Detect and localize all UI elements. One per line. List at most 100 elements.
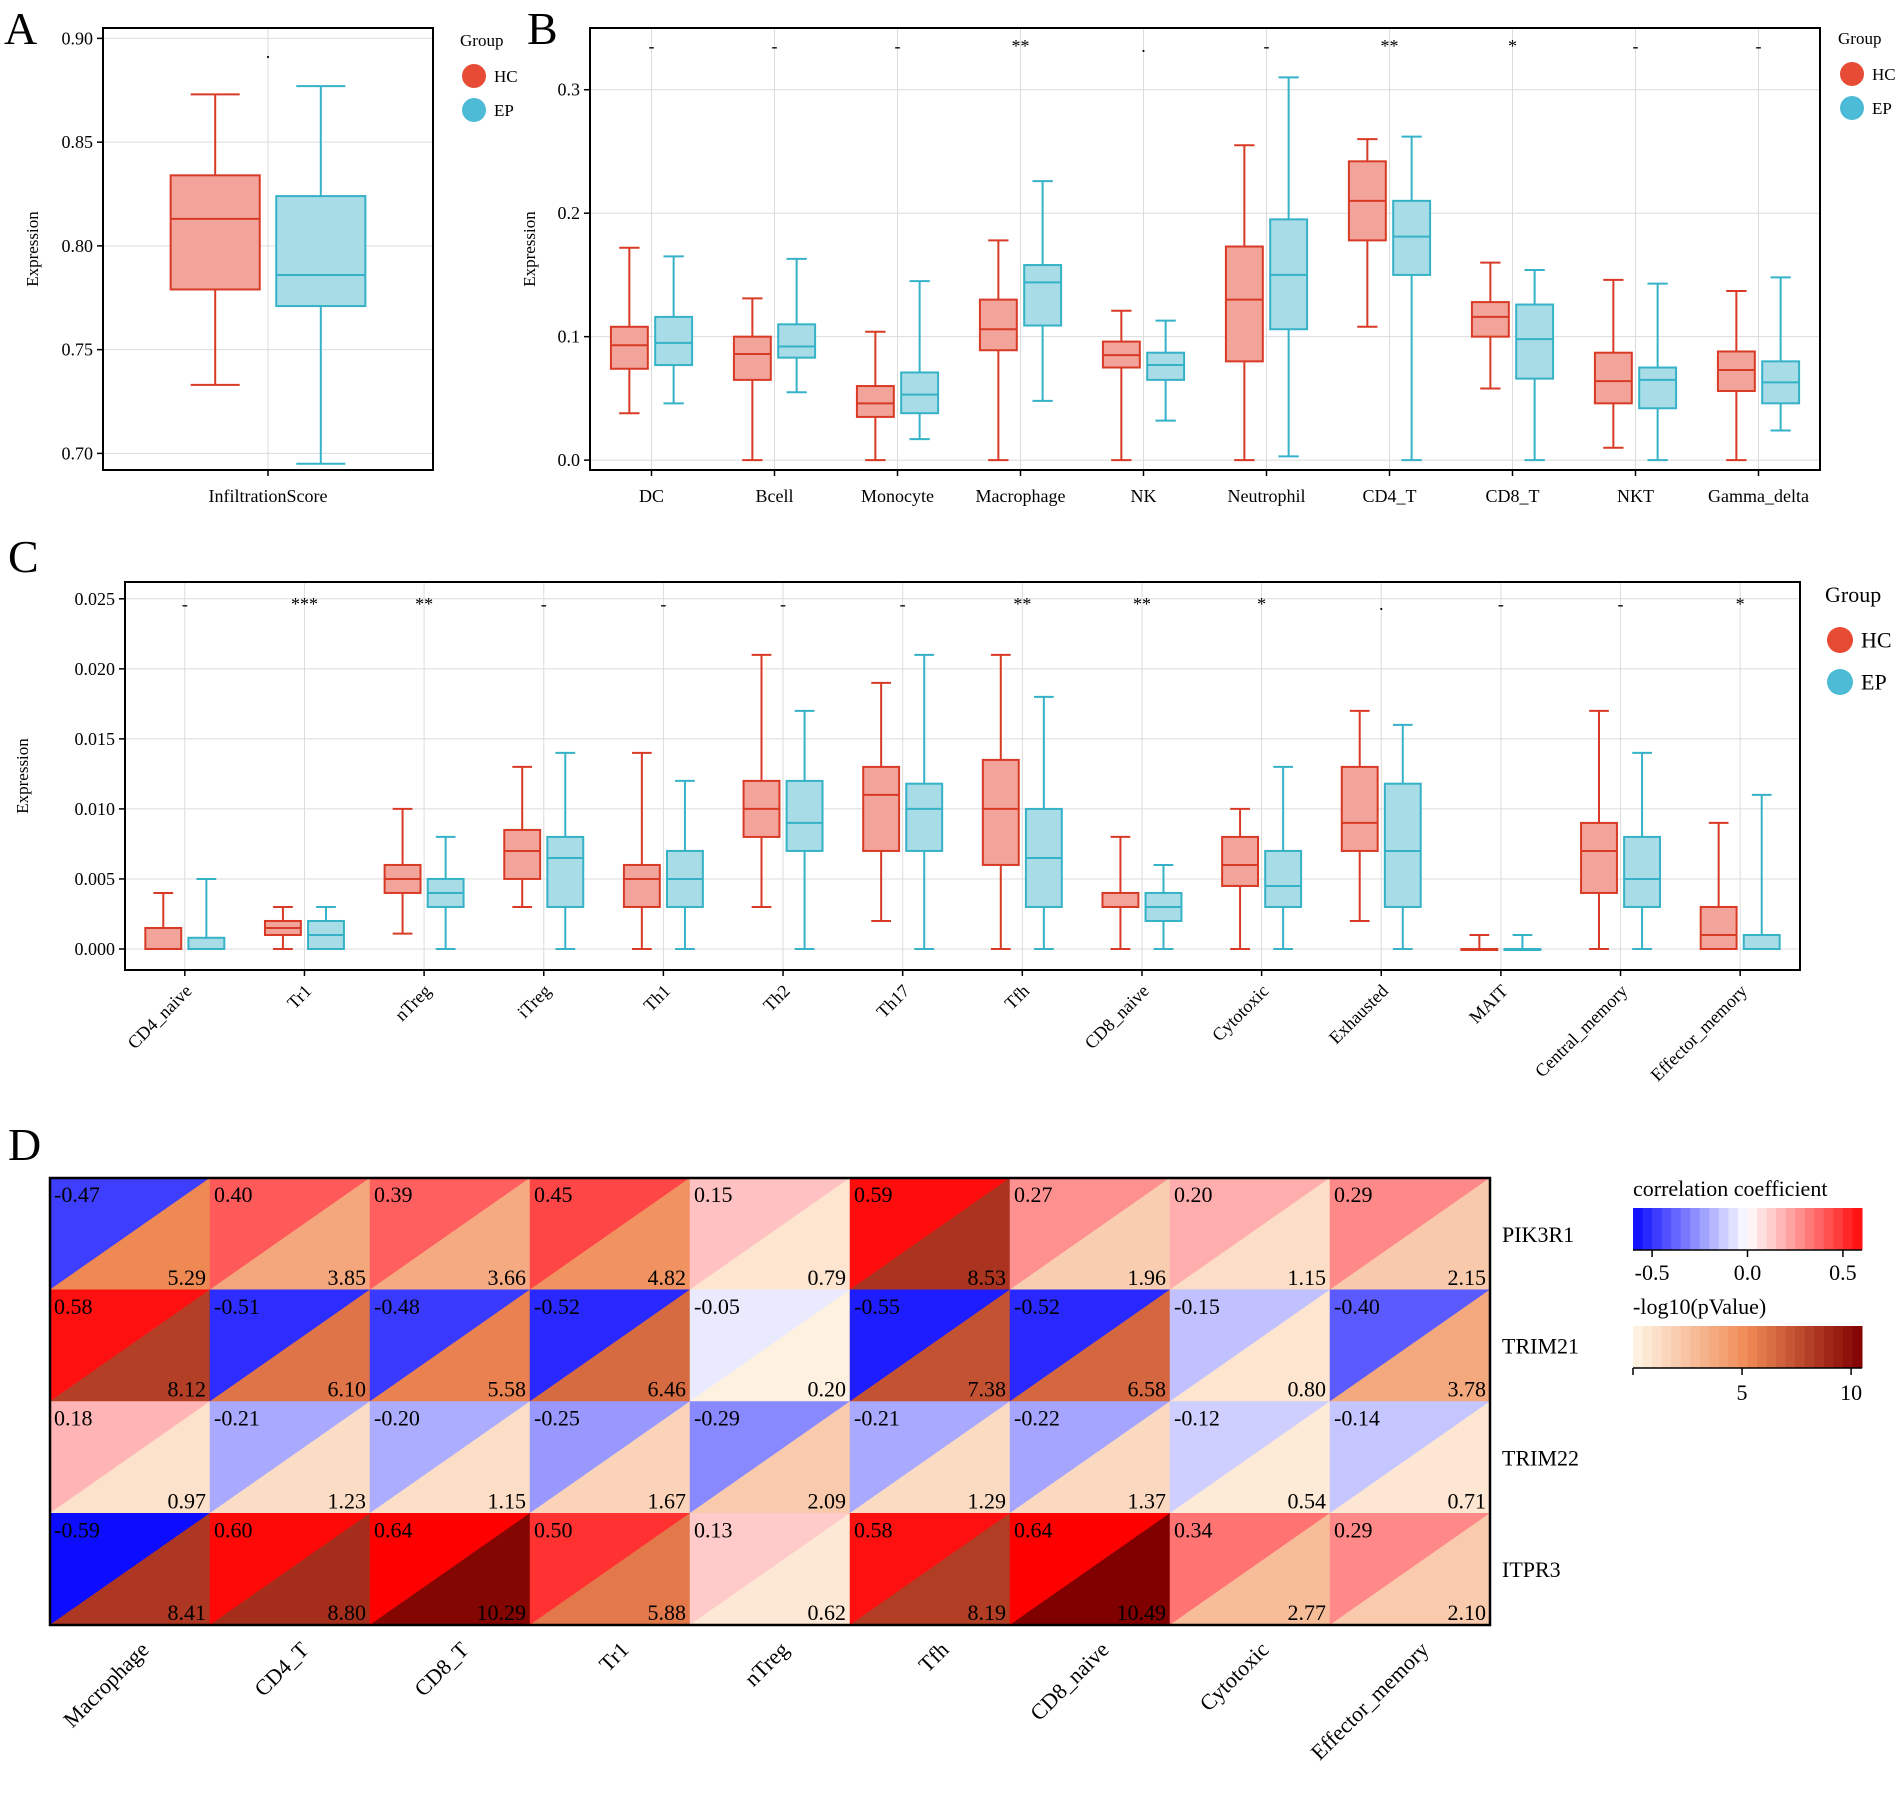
correlation-value: 0.13 — [694, 1517, 733, 1542]
significance-label: - — [1633, 36, 1639, 56]
y-tick-label: 0.020 — [75, 659, 116, 679]
heatmap-cell-trim22-tfh: -0.21 1.29 — [849, 1401, 1011, 1514]
pvalue-value: 5.58 — [488, 1377, 527, 1402]
box-iqr — [1146, 351, 1186, 381]
box-hc-nkt — [1593, 278, 1633, 449]
legend-pvalue-swatch — [1709, 1326, 1720, 1368]
x-tick-label: NKT — [1617, 486, 1654, 506]
box-iqr — [862, 765, 901, 852]
significance-label: . — [1379, 594, 1384, 614]
significance-label: - — [649, 36, 655, 56]
panel-letter: C — [8, 531, 39, 582]
y-axis-title: Expression — [23, 211, 42, 287]
x-tick-label: InfiltrationScore — [209, 486, 328, 506]
correlation-value: 0.45 — [534, 1182, 573, 1207]
legend-label-ep: EP — [494, 101, 514, 120]
box-iqr — [777, 323, 817, 359]
box-iqr — [1593, 351, 1633, 405]
x-tick-label: Th17 — [872, 981, 913, 1022]
box-ep-dc — [654, 255, 694, 405]
box-iqr — [1101, 891, 1140, 908]
panel-c: - *** ** - - - - ** ** *. - - *0.0000.0050.0100.0150… — [8, 531, 1892, 1085]
heatmap-cell-itpr3-macrophage: -0.59 8.41 — [49, 1512, 211, 1626]
box-iqr — [1383, 782, 1422, 908]
column-label: CD8_naive — [1025, 1637, 1114, 1726]
row-label: TRIM22 — [1502, 1445, 1579, 1470]
box-iqr — [1638, 366, 1678, 410]
box-iqr — [1221, 835, 1260, 887]
significance-label: - — [772, 36, 778, 56]
pvalue-value: 8.41 — [168, 1600, 207, 1625]
box-ep-cd8_naive — [1144, 863, 1183, 950]
legend-title: Group — [1825, 582, 1881, 607]
box-iqr — [1515, 303, 1555, 380]
significance-label: ** — [415, 594, 433, 614]
legend-correlation-swatch — [1633, 1208, 1644, 1250]
box-hc-tfh — [981, 653, 1020, 950]
column-label: Macrophage — [58, 1637, 153, 1732]
correlation-value: 0.29 — [1334, 1517, 1373, 1542]
box-iqr — [1470, 301, 1510, 338]
panel-a: . 0.70 0.75 0.80 0.85 0.90 InfiltrationScore Ex… — [4, 3, 518, 506]
heatmap-cell-pik3r1-ntreg: 0.15 0.79 — [689, 1177, 851, 1291]
box-hc-gamma_delta — [1716, 289, 1756, 462]
x-tick-label: Th2 — [759, 981, 794, 1016]
box-iqr — [654, 315, 694, 367]
significance-label: - — [780, 594, 786, 614]
box-ep-infiltrationscore — [275, 85, 367, 465]
box-ep-th1 — [665, 779, 704, 950]
heatmap-cell-pik3r1-macrophage: -0.47 5.29 — [49, 1177, 211, 1291]
box-ep-cd4_t — [1392, 135, 1432, 462]
pvalue-value: 5.29 — [168, 1265, 207, 1290]
legend-correlation-swatch — [1757, 1208, 1768, 1250]
x-tick-label: Effector_memory — [1647, 981, 1751, 1085]
legend-correlation-swatch — [1652, 1208, 1663, 1250]
box-ep-effector_memory — [1742, 793, 1781, 950]
legend-correlation-swatch — [1671, 1208, 1682, 1250]
pvalue-value: 1.96 — [1128, 1265, 1167, 1290]
correlation-value: -0.51 — [214, 1294, 260, 1319]
box-hc-macrophage — [978, 239, 1018, 462]
legend-pvalue-swatch — [1680, 1326, 1691, 1368]
significance-label: ** — [1013, 594, 1031, 614]
legend-pvalue-tick-label: 10 — [1840, 1380, 1862, 1405]
x-tick-label: Cytotoxic — [1208, 981, 1272, 1045]
legend-pvalue-swatch — [1718, 1326, 1729, 1368]
legend-pvalue-swatch — [1652, 1326, 1663, 1368]
correlation-value: -0.12 — [1174, 1406, 1220, 1431]
pvalue-value: 0.71 — [1448, 1488, 1487, 1513]
pvalue-value: 3.66 — [488, 1265, 527, 1290]
heatmap-cell-trim22-effector_memory: -0.14 0.71 — [1329, 1401, 1491, 1514]
pvalue-value: 1.15 — [1288, 1265, 1327, 1290]
heatmap-cell-trim21-cd8_naive: -0.52 6.58 — [1009, 1289, 1171, 1402]
pvalue-value: 10.29 — [477, 1600, 527, 1625]
box-hc-effector_memory — [1699, 821, 1738, 950]
column-label: nTreg — [739, 1637, 793, 1691]
pvalue-value: 1.15 — [488, 1488, 527, 1513]
pvalue-value: 7.38 — [968, 1377, 1007, 1402]
correlation-value: 0.59 — [854, 1182, 893, 1207]
legend-pvalue-swatch — [1747, 1326, 1758, 1368]
correlation-value: -0.47 — [54, 1182, 100, 1207]
legend-correlation-swatch — [1766, 1208, 1777, 1250]
y-axis-title: Expression — [13, 738, 32, 814]
y-tick-label: 0.2 — [558, 203, 581, 223]
box-iqr — [732, 335, 772, 381]
box-iqr — [900, 371, 940, 415]
correlation-value: -0.05 — [694, 1294, 740, 1319]
pvalue-value: 10.49 — [1117, 1600, 1167, 1625]
legend-pvalue-swatch — [1671, 1326, 1682, 1368]
significance-label: - — [1498, 594, 1504, 614]
x-tick-label: Exhausted — [1325, 981, 1392, 1048]
pvalue-value: 8.19 — [968, 1600, 1007, 1625]
correlation-value: 0.39 — [374, 1182, 413, 1207]
y-tick-label: 0.000 — [75, 939, 116, 959]
heatmap-cell-trim22-cd4_t: -0.21 1.23 — [209, 1401, 371, 1514]
pvalue-value: 2.10 — [1448, 1600, 1487, 1625]
legend-correlation-swatch — [1795, 1208, 1806, 1250]
row-label: TRIM21 — [1502, 1334, 1579, 1359]
box-ep-nkt — [1638, 282, 1678, 462]
legend-correlation-swatch — [1680, 1208, 1691, 1250]
box-iqr — [609, 325, 649, 370]
correlation-value: -0.52 — [534, 1294, 580, 1319]
